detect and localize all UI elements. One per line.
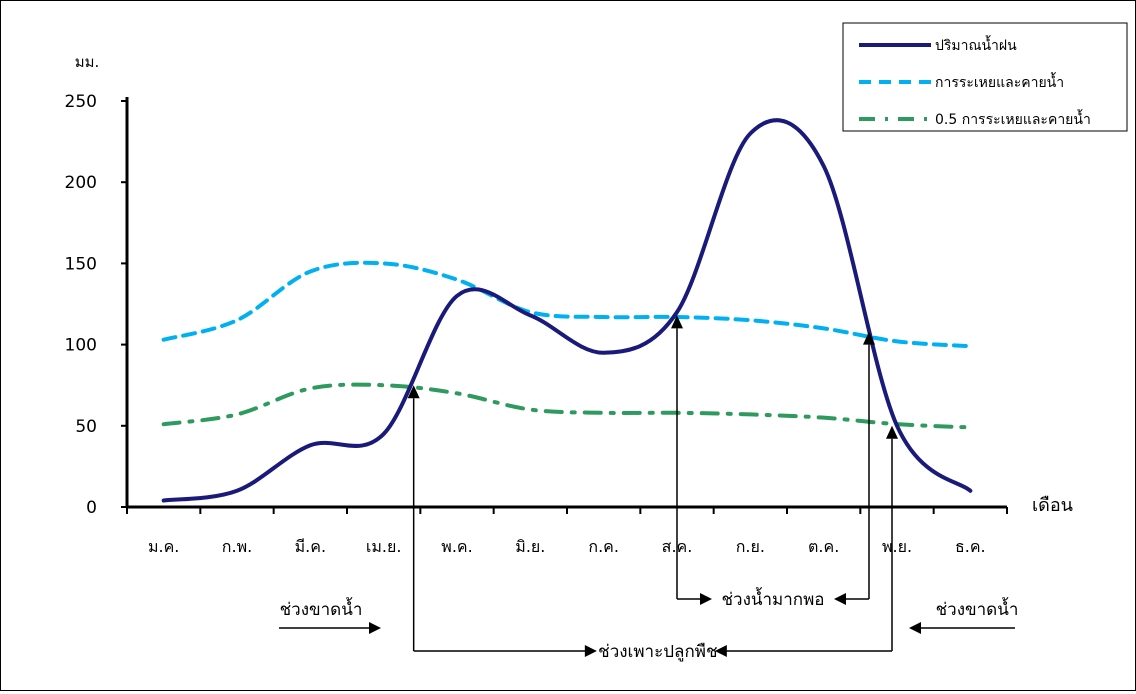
legend-label: ปริมาณน้ำฝน <box>935 35 1017 54</box>
annotation-label: ช่วงน้ำมากพอ <box>721 587 824 610</box>
series-line-1 <box>164 263 971 346</box>
x-tick-label: ต.ค. <box>808 537 839 556</box>
x-tick-label: พ.ย. <box>882 537 912 556</box>
x-tick-label: ก.ค. <box>588 537 619 556</box>
x-tick-label: เม.ย. <box>366 537 402 556</box>
legend-label: การระเหยและคายน้ำ <box>935 72 1064 91</box>
annotations: ช่วงขาดน้ำ ช่วงน้ำมากพอ ช่วงขาดน้ำช่วงเพาะ… <box>279 315 1018 662</box>
y-ticks: 0 50 100 150 200 250 <box>65 92 127 518</box>
y-tick-label: 50 <box>75 417 97 437</box>
series-line-0 <box>164 120 971 500</box>
y-tick-label: 200 <box>65 173 97 193</box>
arrow-head <box>700 593 712 605</box>
x-tick-label: ก.พ. <box>222 537 252 556</box>
x-tick-label: มิ.ย. <box>515 537 545 556</box>
annotation-label: ช่วงขาดน้ำ <box>936 597 1019 620</box>
y-tick-label: 100 <box>65 336 97 356</box>
x-ticks: ม.ค.ก.พ.มี.ค.เม.ย.พ.ค.มิ.ย.ก.ค.ส.ค.ก.ย.ต… <box>127 507 1007 556</box>
annotation-label: ช่วงขาดน้ำ <box>280 597 363 620</box>
series-line-2 <box>164 385 971 428</box>
axes <box>127 97 1007 507</box>
annotation-label: ช่วงเพาะปลูกพืช <box>598 642 717 662</box>
x-tick-label: พ.ค. <box>441 537 472 556</box>
arrow-head <box>369 622 381 634</box>
x-tick-label: มี.ค. <box>295 537 326 556</box>
series-group <box>164 120 971 500</box>
x-tick-label: ธ.ค. <box>955 537 986 556</box>
y-axis-label: มม. <box>75 53 100 71</box>
legend-label: 0.5 การระเหยและคายน้ำ <box>935 109 1091 128</box>
y-tick-label: 0 <box>86 498 97 518</box>
arrow-head <box>585 645 597 657</box>
x-tick-label: ม.ค. <box>148 537 179 556</box>
y-tick-label: 250 <box>65 92 97 112</box>
y-tick-label: 150 <box>65 254 97 274</box>
arrow-head <box>909 622 921 634</box>
arrow-head <box>834 593 846 605</box>
x-axis-label: เดือน <box>1032 495 1073 516</box>
x-tick-label: ก.ย. <box>736 537 765 556</box>
